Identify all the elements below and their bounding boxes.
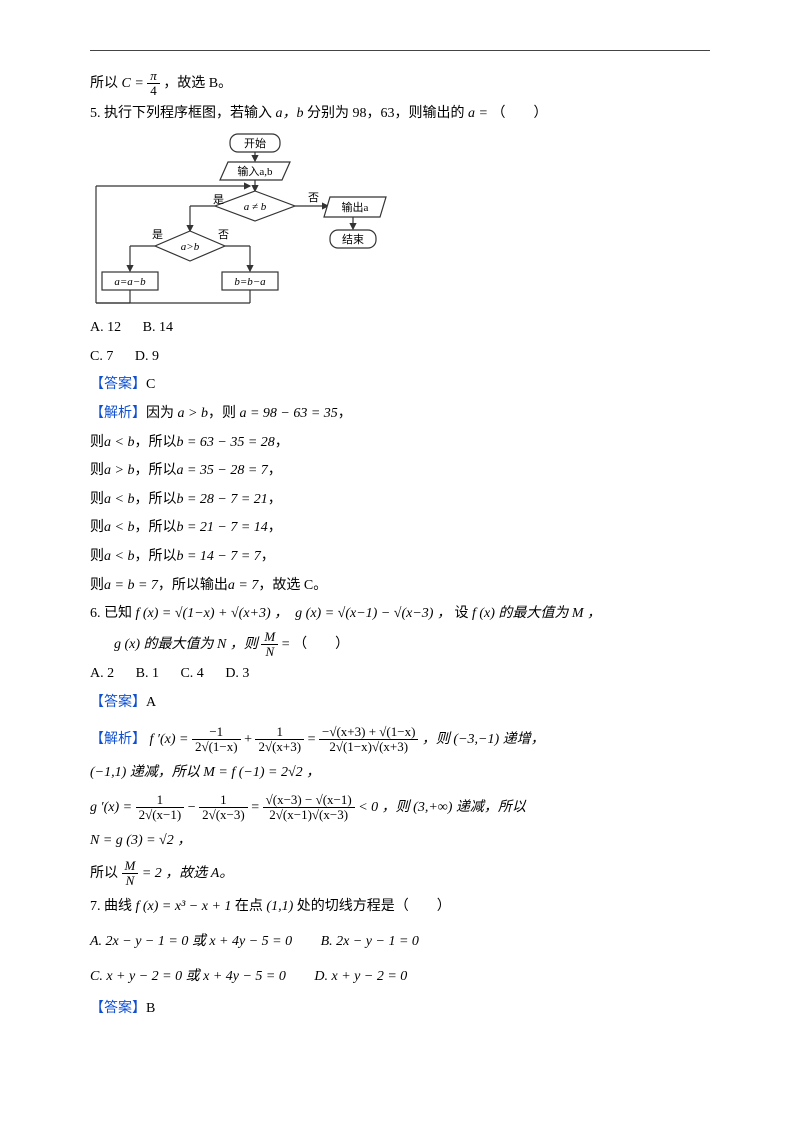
q6-gprime: g ′(x) = 12√(x−1) − 12√(x−3) = √(x−3) − … bbox=[90, 793, 710, 823]
q5-step: 则a < b，所以b = 63 − 35 = 28， bbox=[90, 430, 710, 457]
flow-input: 输入a,b bbox=[237, 164, 273, 178]
fx-expr: f (x) = √(1−x) + √(x+3) ， bbox=[136, 606, 289, 621]
q-number: 7. bbox=[90, 899, 101, 914]
answer-value: B bbox=[146, 1001, 155, 1016]
q5-options-row2: C. 7 D. 9 bbox=[90, 344, 710, 371]
page-rule bbox=[90, 50, 710, 51]
option-b: B. 14 bbox=[143, 320, 173, 335]
q7-stem: 7. 曲线 f (x) = x³ − x + 1 在点 (1,1) 处的切线方程… bbox=[90, 894, 710, 921]
eq-C: C = bbox=[122, 76, 144, 91]
q7-options-row1: A. 2x − y − 1 = 0 或 x + 4y − 5 = 0 B. 2x… bbox=[90, 929, 710, 956]
answer-label: 【答案】 bbox=[90, 377, 146, 392]
q6-l5: 所以 M N = 2 ，故选 A。 bbox=[90, 859, 710, 889]
q6-l2: (−1,1) 递减，所以 M = f (−1) = 2√2 ， bbox=[90, 760, 710, 787]
option-d: D. x + y − 2 = 0 bbox=[314, 969, 407, 984]
q6-options: A. 2 B. 1 C. 4 D. 3 bbox=[90, 661, 710, 688]
flow-start: 开始 bbox=[244, 136, 266, 150]
q-number: 5. bbox=[90, 106, 101, 121]
option-d: D. 9 bbox=[135, 349, 159, 364]
jiexi-label: 【解析】 bbox=[90, 406, 146, 421]
text: 分别为 98，63，则输出的 bbox=[307, 106, 465, 121]
q5-stem: 5. 执行下列程序框图，若输入 a，b 分别为 98，63，则输出的 a = （… bbox=[90, 101, 710, 128]
flow-end: 结束 bbox=[342, 233, 364, 246]
q5-answer: 【答案】C bbox=[90, 372, 710, 399]
option-c: C. 4 bbox=[180, 666, 203, 681]
option-a: A. 2 bbox=[90, 666, 114, 681]
q6-stem: 6. 已知 f (x) = √(1−x) + √(x+3) ， g (x) = … bbox=[90, 601, 710, 628]
text: ，故选 B。 bbox=[163, 76, 232, 91]
var-ab: a，b bbox=[276, 106, 304, 121]
frac-MN2: M N bbox=[122, 859, 139, 889]
option-c: C. x + y − 2 = 0 或 x + 4y − 5 = 0 bbox=[90, 969, 286, 984]
option-d: D. 3 bbox=[225, 666, 249, 681]
q5-step: 则a = b = 7，所以输出a = 7，故选 C。 bbox=[90, 573, 710, 600]
flow-cond1: a ≠ b bbox=[244, 201, 267, 213]
q5-step: 则a < b，所以b = 14 − 7 = 7， bbox=[90, 544, 710, 571]
q5-step: 则a < b，所以b = 28 − 7 = 21， bbox=[90, 487, 710, 514]
q-number: 6. bbox=[90, 606, 101, 621]
text: 执行下列程序框图，若输入 bbox=[104, 106, 272, 121]
flow-output: 输出a bbox=[342, 200, 369, 214]
label-yes: 是 bbox=[213, 193, 224, 206]
frac-MN: M N bbox=[261, 630, 278, 660]
text: 所以 bbox=[90, 76, 118, 91]
answer-value: A bbox=[146, 695, 156, 710]
paren-blank: （ ） bbox=[491, 106, 547, 121]
frac-pi4: π 4 bbox=[147, 69, 160, 99]
q6-answer: 【答案】A bbox=[90, 690, 710, 717]
option-a: A. 12 bbox=[90, 320, 121, 335]
flow-assign1: a=a−b bbox=[114, 276, 146, 288]
q7-options-row2: C. x + y − 2 = 0 或 x + 4y − 5 = 0 D. x +… bbox=[90, 964, 710, 991]
label-no: 否 bbox=[308, 192, 319, 204]
gx-expr: g (x) = √(x−1) − √(x−3) ， bbox=[295, 606, 451, 621]
q5-options-row1: A. 12 B. 14 bbox=[90, 315, 710, 342]
option-c: C. 7 bbox=[90, 349, 113, 364]
label-yes2: 是 bbox=[152, 228, 163, 241]
answer-value: C bbox=[146, 377, 155, 392]
answer-label: 【答案】 bbox=[90, 695, 146, 710]
var-a: a = bbox=[468, 106, 488, 121]
q6-stem-2: g (x) 的最大值为 N ，则 M N = （ ） bbox=[90, 630, 710, 660]
flow-assign2: b=b−a bbox=[234, 276, 266, 288]
flow-cond2: a>b bbox=[181, 241, 200, 253]
q5-jiexi-1: 【解析】因为 a > b，则 a = 98 − 63 = 35， bbox=[90, 401, 710, 428]
q6-l4: N = g (3) = √2 ， bbox=[90, 828, 710, 855]
jiexi-label: 【解析】 bbox=[90, 732, 146, 747]
q6-fprime: 【解析】 f ′(x) = −12√(1−x) + 12√(x+3) = −√(… bbox=[90, 725, 710, 755]
intro-line: 所以 C = π 4 ，故选 B。 bbox=[90, 69, 710, 99]
flowchart: 开始 输入a,b a ≠ b 否 输出a 结束 是 a>b 是 否 a=a−b bbox=[90, 131, 710, 311]
option-a: A. 2x − y − 1 = 0 或 x + 4y − 5 = 0 bbox=[90, 934, 292, 949]
q5-step: 则a < b，所以b = 21 − 7 = 14， bbox=[90, 515, 710, 542]
answer-label: 【答案】 bbox=[90, 1001, 146, 1016]
q5-step: 则a > b，所以a = 35 − 28 = 7， bbox=[90, 458, 710, 485]
label-no2: 否 bbox=[218, 229, 229, 241]
q7-answer: 【答案】B bbox=[90, 996, 710, 1023]
option-b: B. 2x − y − 1 = 0 bbox=[321, 934, 419, 949]
option-b: B. 1 bbox=[136, 666, 159, 681]
